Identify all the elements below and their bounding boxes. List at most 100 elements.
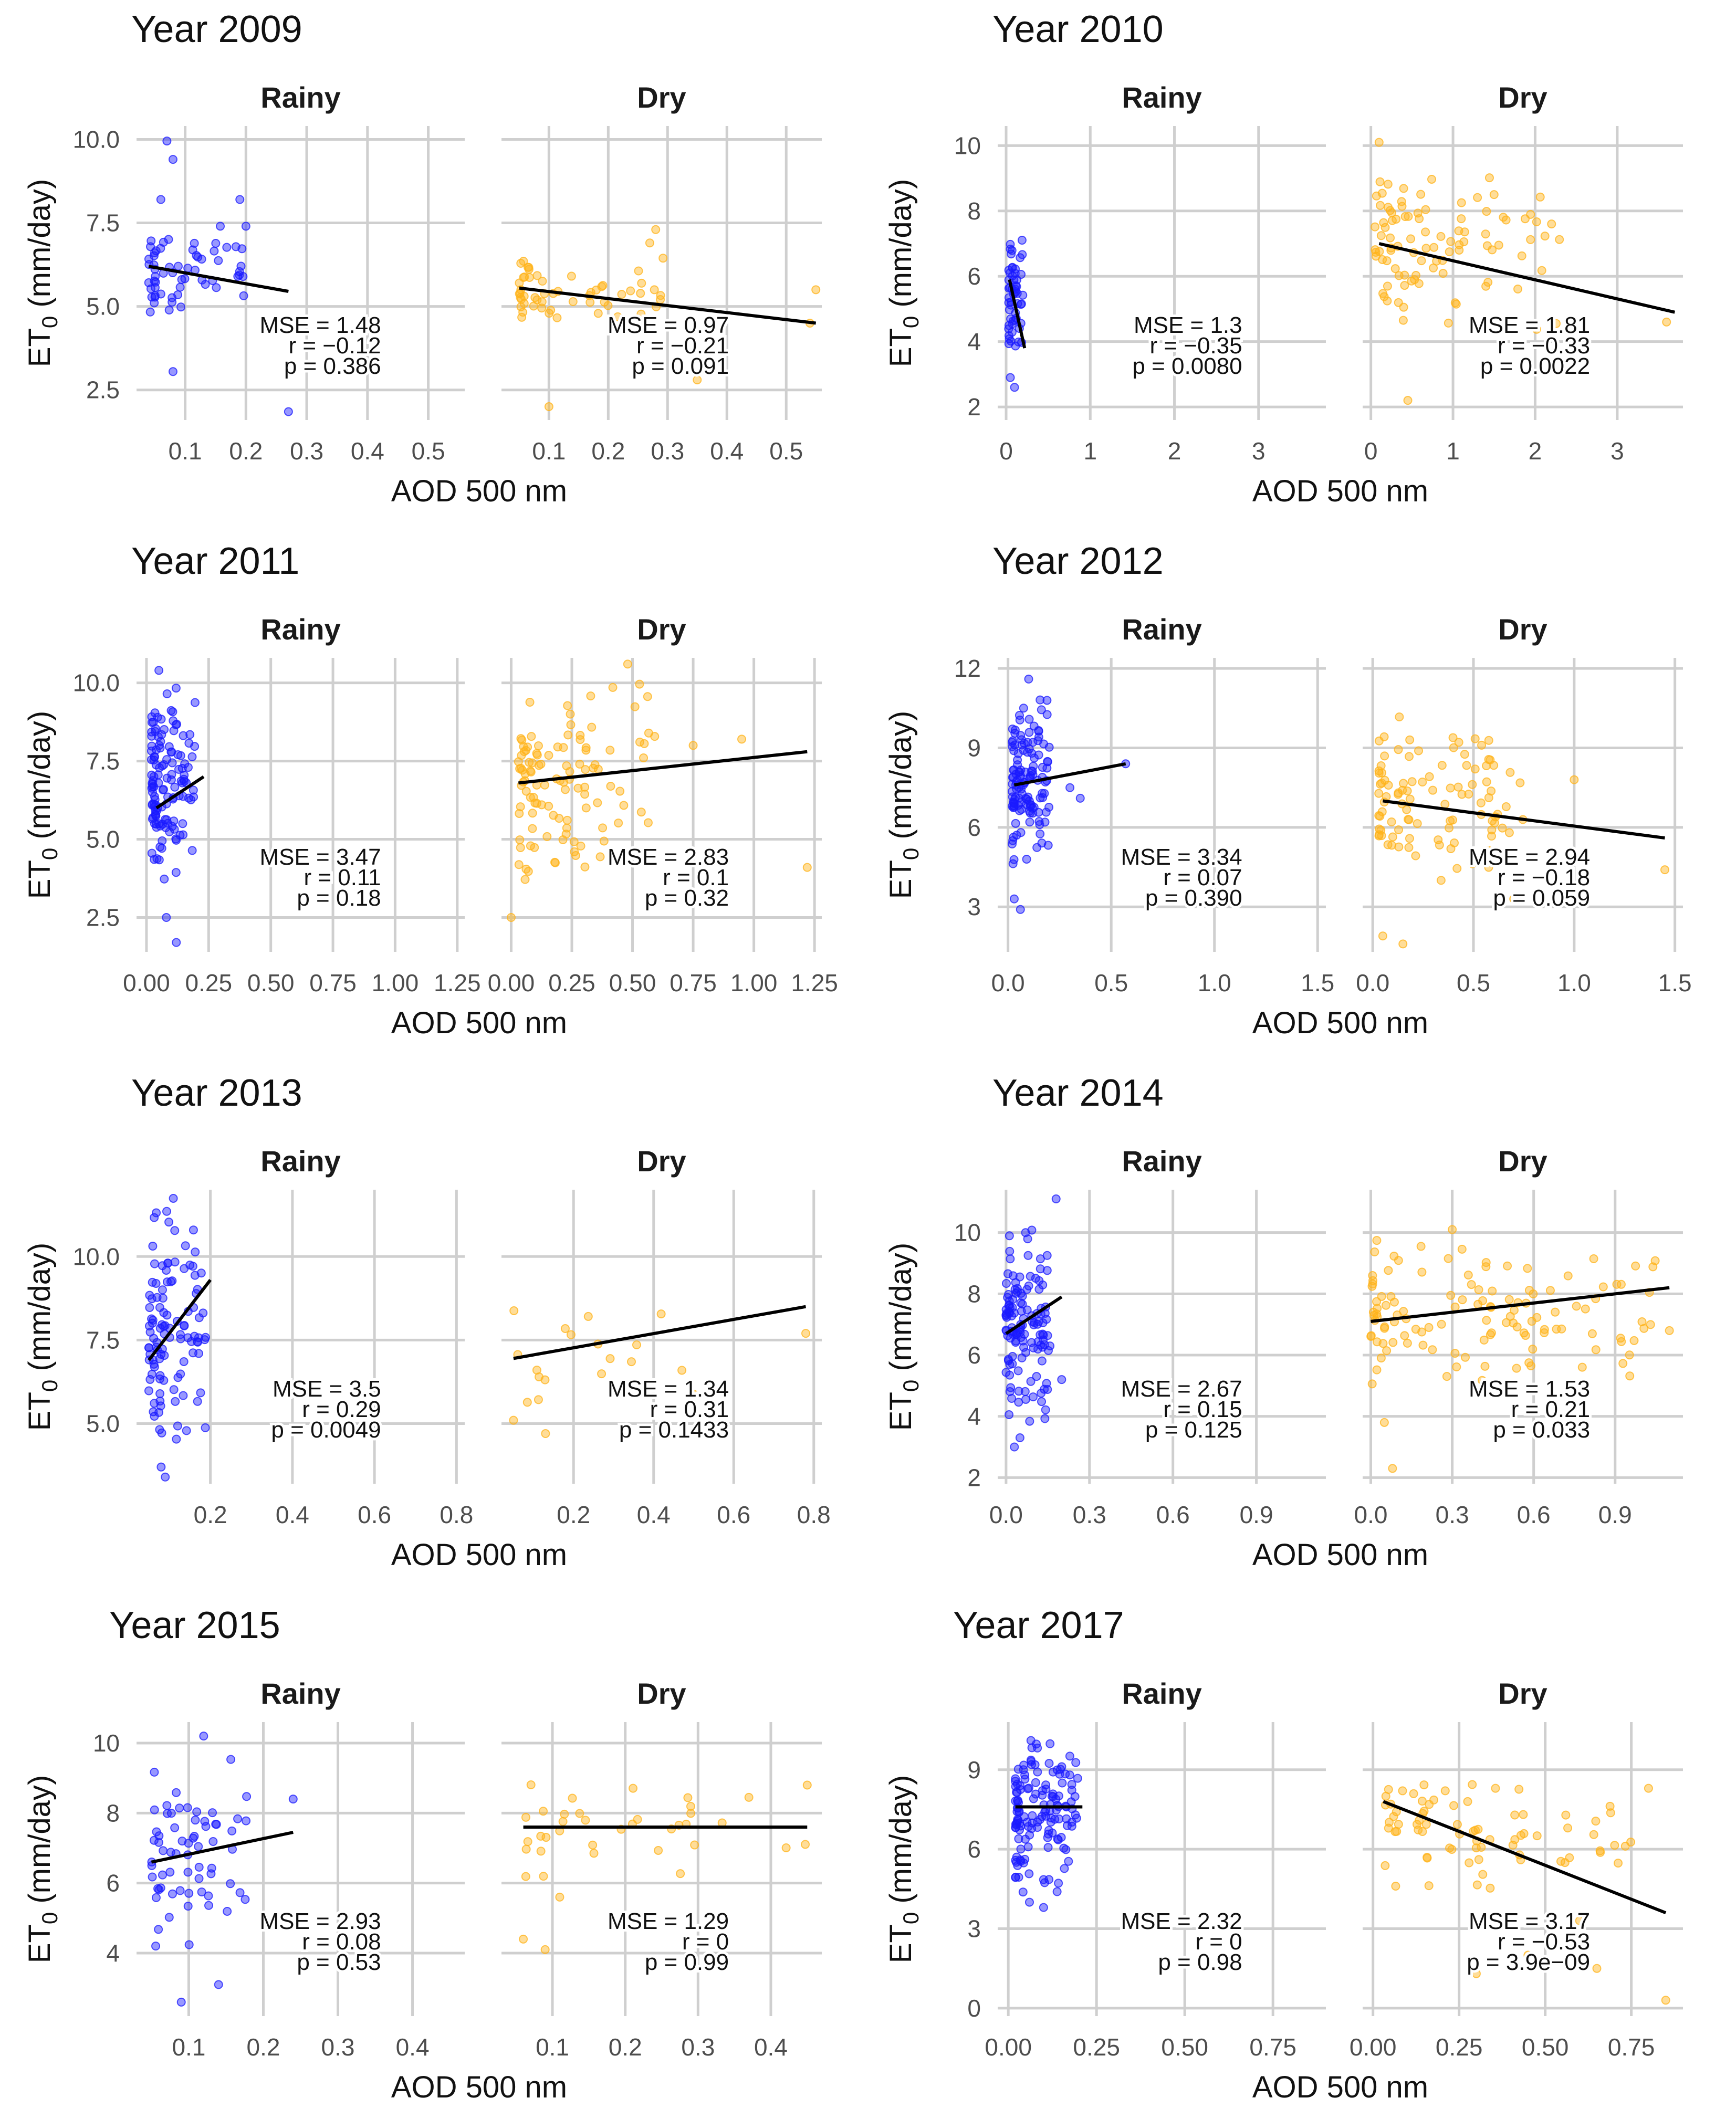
- x-tick-label: 0.75: [1249, 2033, 1296, 2061]
- data-point: [192, 251, 201, 260]
- data-point: [177, 1837, 187, 1846]
- data-point: [1575, 1916, 1584, 1925]
- data-point: [586, 691, 595, 701]
- data-point: [211, 1819, 221, 1829]
- data-point: [1532, 324, 1541, 334]
- x-tick-label: 1.25: [434, 969, 481, 996]
- x-tick-label: 3: [1252, 437, 1266, 465]
- data-point: [1438, 269, 1448, 278]
- data-point: [154, 1831, 164, 1841]
- data-point: [1429, 263, 1438, 272]
- x-tick-label: 0.6: [358, 1501, 391, 1528]
- data-point: [1008, 263, 1017, 272]
- data-point: [1570, 775, 1579, 784]
- x-tick-label: 0.6: [1517, 1501, 1551, 1528]
- x-tick-label: 0.50: [1522, 2033, 1569, 2061]
- data-point: [1639, 1324, 1649, 1333]
- data-point: [170, 1823, 180, 1832]
- x-axis-title: AOD 500 nm: [391, 1006, 567, 1040]
- data-point: [1470, 734, 1480, 743]
- data-point: [1028, 803, 1037, 813]
- data-point: [1563, 1271, 1573, 1281]
- data-point: [1371, 251, 1381, 261]
- data-point: [1379, 218, 1388, 227]
- data-point: [180, 759, 190, 769]
- x-tick-label: 0.2: [247, 2033, 280, 2061]
- data-point: [1509, 894, 1519, 904]
- data-point: [1025, 1830, 1034, 1840]
- data-point: [169, 726, 179, 736]
- data-point: [1557, 1324, 1566, 1334]
- data-point: [183, 1868, 193, 1877]
- data-point: [1425, 772, 1434, 781]
- x-tick-label: 1.0: [1198, 969, 1231, 996]
- data-point: [570, 847, 579, 856]
- chart-2: Year 2011 ET0 (mm/day) 2.5 5.0 7.5 10.0 Rainy M…: [23, 540, 838, 1040]
- data-point: [152, 1208, 161, 1218]
- data-point: [150, 752, 159, 762]
- data-point: [560, 1809, 569, 1819]
- x-tick-label: 0.0: [1356, 969, 1389, 996]
- x-axis-title: AOD 500 nm: [1252, 474, 1428, 508]
- chart-title: Year 2017: [953, 1604, 1124, 1646]
- data-point: [161, 1472, 170, 1482]
- data-point: [1023, 1842, 1033, 1852]
- data-point: [651, 225, 661, 234]
- data-point: [1398, 316, 1408, 325]
- data-point: [162, 755, 172, 764]
- stat-r: r = −0.21: [636, 333, 729, 359]
- data-point: [1383, 281, 1392, 291]
- data-point: [1526, 235, 1535, 244]
- data-point: [1450, 1302, 1460, 1312]
- data-point: [145, 1327, 155, 1337]
- panel-rainy: Rainy MSE = 2.93r = 0.08p = 0.53 0.1 0.2 0.3…: [137, 1677, 465, 2061]
- data-point: [1400, 270, 1409, 280]
- data-point: [1016, 300, 1026, 309]
- data-point: [693, 375, 702, 385]
- x-tick-label: 0.0: [1354, 1501, 1388, 1528]
- data-point: [1504, 828, 1514, 837]
- stat-p: p = 0.32: [645, 885, 729, 911]
- data-point: [151, 1942, 161, 1951]
- chart-title: Year 2013: [131, 1072, 302, 1114]
- data-point: [1386, 233, 1395, 243]
- panel-dry: Dry MSE = 2.83r = 0.1p = 0.32 0.00 0.25 0.50…: [488, 613, 838, 996]
- data-point: [145, 1291, 154, 1300]
- panel-strip-label: Dry: [1498, 613, 1547, 646]
- data-point: [1618, 1359, 1628, 1368]
- data-point: [1013, 1366, 1023, 1376]
- data-point: [1494, 240, 1503, 250]
- panel-strip-label: Rainy: [260, 613, 341, 646]
- data-point: [1073, 1774, 1082, 1783]
- data-point: [1023, 1251, 1033, 1260]
- data-point: [1054, 1879, 1063, 1888]
- data-point: [1413, 819, 1422, 828]
- data-point: [1517, 251, 1526, 260]
- panel-strip-label: Rainy: [1122, 81, 1202, 114]
- data-point: [1011, 1338, 1020, 1347]
- data-point: [585, 298, 595, 307]
- stat-r: r = 0.31: [650, 1397, 729, 1422]
- regression-line: [148, 265, 289, 293]
- data-point: [1043, 1346, 1053, 1355]
- data-point: [1065, 783, 1075, 792]
- data-point: [1042, 1266, 1052, 1275]
- panel-strip-label: Dry: [1498, 81, 1547, 114]
- data-point: [1029, 1343, 1038, 1352]
- x-tick-label: 0.1: [536, 2033, 569, 2061]
- data-point: [1384, 1785, 1393, 1794]
- data-point: [589, 763, 598, 773]
- stat-mse: MSE = 2.94: [1469, 844, 1590, 870]
- data-point: [155, 1374, 164, 1383]
- data-point: [1528, 1345, 1538, 1354]
- x-tick-label: 0.2: [557, 1501, 590, 1528]
- data-point: [1005, 1410, 1014, 1420]
- data-point: [1484, 173, 1494, 183]
- data-point: [1414, 746, 1424, 756]
- panel-rainy: Rainy MSE = 3.5r = 0.29p = 0.0049 0.2 0.4 0.…: [137, 1145, 473, 1528]
- data-point: [1474, 1855, 1483, 1864]
- data-point: [1498, 823, 1507, 833]
- data-point: [1429, 1795, 1439, 1805]
